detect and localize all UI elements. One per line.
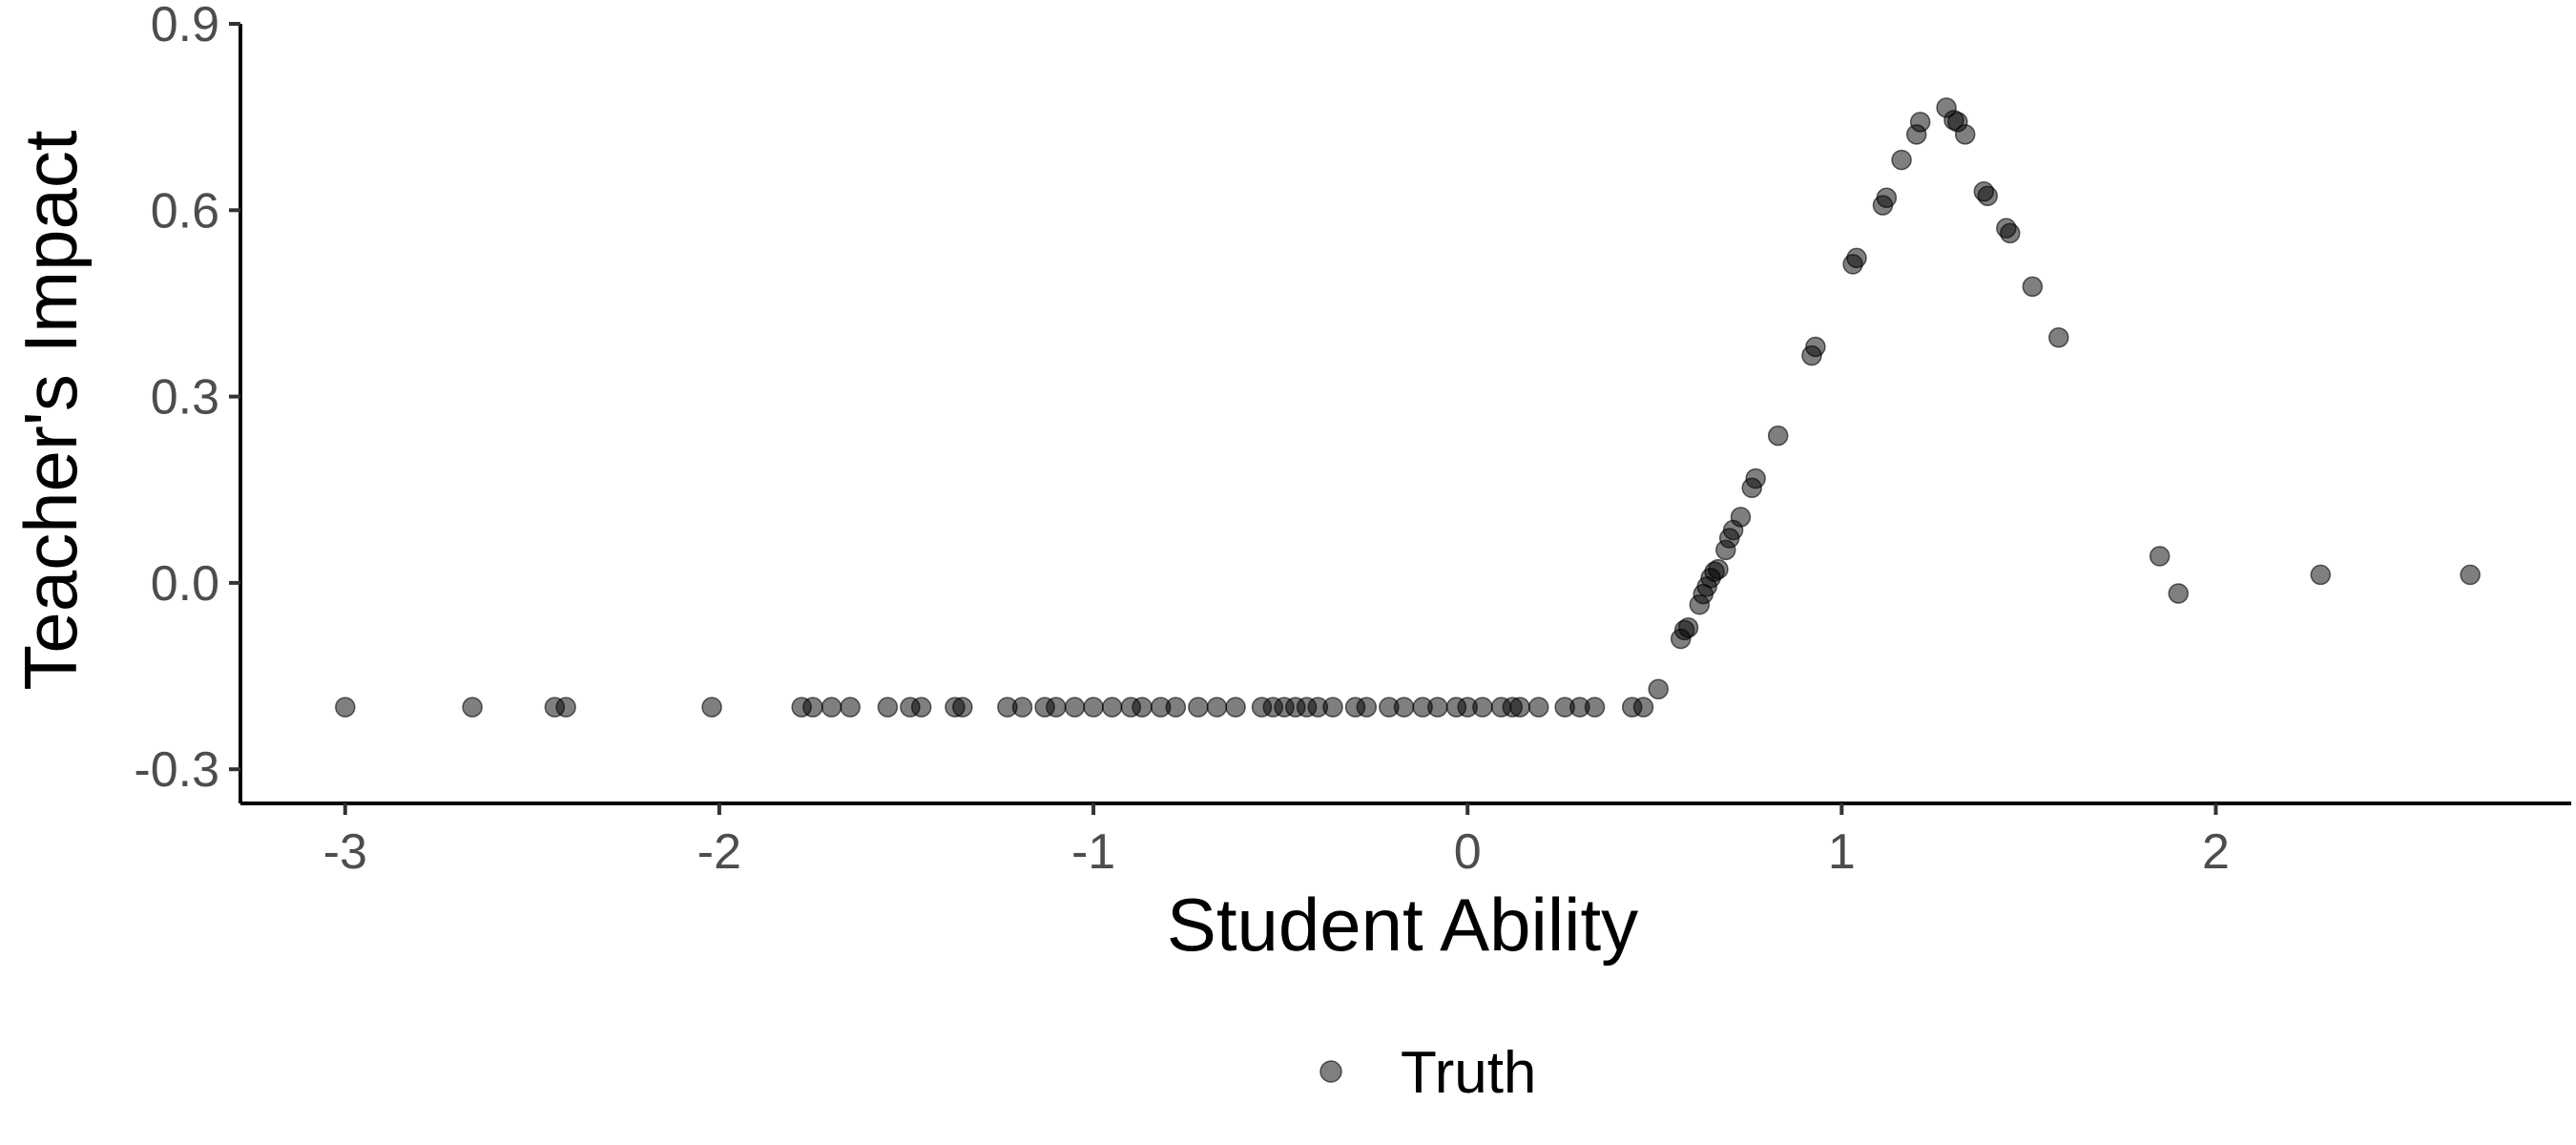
data-point — [821, 697, 842, 718]
x-axis-title: Student Ability — [1167, 883, 1638, 967]
legend-key-truth — [1319, 1060, 1342, 1083]
data-point — [877, 697, 899, 718]
data-point — [1132, 697, 1153, 718]
data-point — [2022, 276, 2044, 298]
x-tick-label: 2 — [2202, 824, 2230, 880]
data-point — [1708, 558, 1729, 580]
data-point — [1584, 697, 1606, 718]
legend-label-truth: Truth — [1401, 1040, 1536, 1106]
data-point — [802, 697, 823, 718]
y-tick-label: 0.0 — [151, 556, 219, 612]
x-tick-label: 0 — [1454, 824, 1482, 880]
x-axis-ticks: -3 -2 -1 0 1 2 — [323, 803, 2230, 880]
data-point — [1876, 187, 1898, 209]
data-point — [840, 697, 861, 718]
data-point — [701, 697, 722, 718]
data-point — [1805, 336, 1826, 358]
data-point — [910, 697, 932, 718]
data-point — [1165, 697, 1187, 718]
data-point — [1225, 697, 1246, 718]
data-point — [2048, 327, 2069, 348]
x-tick-label: 1 — [1828, 824, 1856, 880]
data-point — [1356, 697, 1378, 718]
points-layer — [335, 97, 2481, 718]
data-point — [2310, 564, 2332, 586]
data-point — [2168, 583, 2190, 604]
y-tick-label: 0.6 — [151, 183, 219, 239]
data-point — [1011, 697, 1033, 718]
legend: Truth — [1319, 1040, 1536, 1106]
data-point — [1977, 185, 1999, 207]
data-point — [952, 697, 973, 718]
y-tick-label: -0.3 — [134, 742, 219, 798]
x-tick-label: -3 — [323, 824, 367, 880]
y-axis-ticks: -0.3 0.0 0.3 0.6 0.9 — [134, 0, 240, 798]
data-point — [1745, 468, 1766, 489]
data-point — [1632, 697, 1654, 718]
data-point — [462, 697, 483, 718]
data-point — [1509, 697, 1530, 718]
data-point — [1427, 697, 1448, 718]
y-tick-label: 0.3 — [151, 370, 219, 426]
data-point — [2460, 564, 2481, 586]
data-point — [1064, 697, 1086, 718]
y-tick-label: 0.9 — [151, 0, 219, 52]
data-point — [1954, 124, 1976, 145]
x-tick-label: -2 — [697, 824, 741, 880]
data-point — [1846, 247, 1867, 269]
y-axis-title: Teacher's Impact — [9, 130, 93, 690]
data-point — [1322, 697, 1343, 718]
data-point — [1730, 507, 1752, 528]
data-point — [1188, 697, 1209, 718]
data-point — [1472, 697, 1493, 718]
data-point — [335, 697, 356, 718]
data-point — [1206, 697, 1228, 718]
data-point — [1767, 425, 1789, 447]
data-point — [1101, 697, 1123, 718]
data-point — [1083, 697, 1104, 718]
data-point — [2000, 222, 2021, 244]
data-point — [1046, 697, 1067, 718]
data-point — [1648, 678, 1669, 699]
data-point — [1527, 697, 1549, 718]
data-point — [1891, 149, 1912, 171]
data-point — [1393, 697, 1415, 718]
x-tick-label: -1 — [1071, 824, 1115, 880]
data-point — [1909, 112, 1931, 133]
data-point — [2149, 546, 2171, 567]
data-point — [555, 697, 576, 718]
data-point — [1677, 617, 1699, 638]
